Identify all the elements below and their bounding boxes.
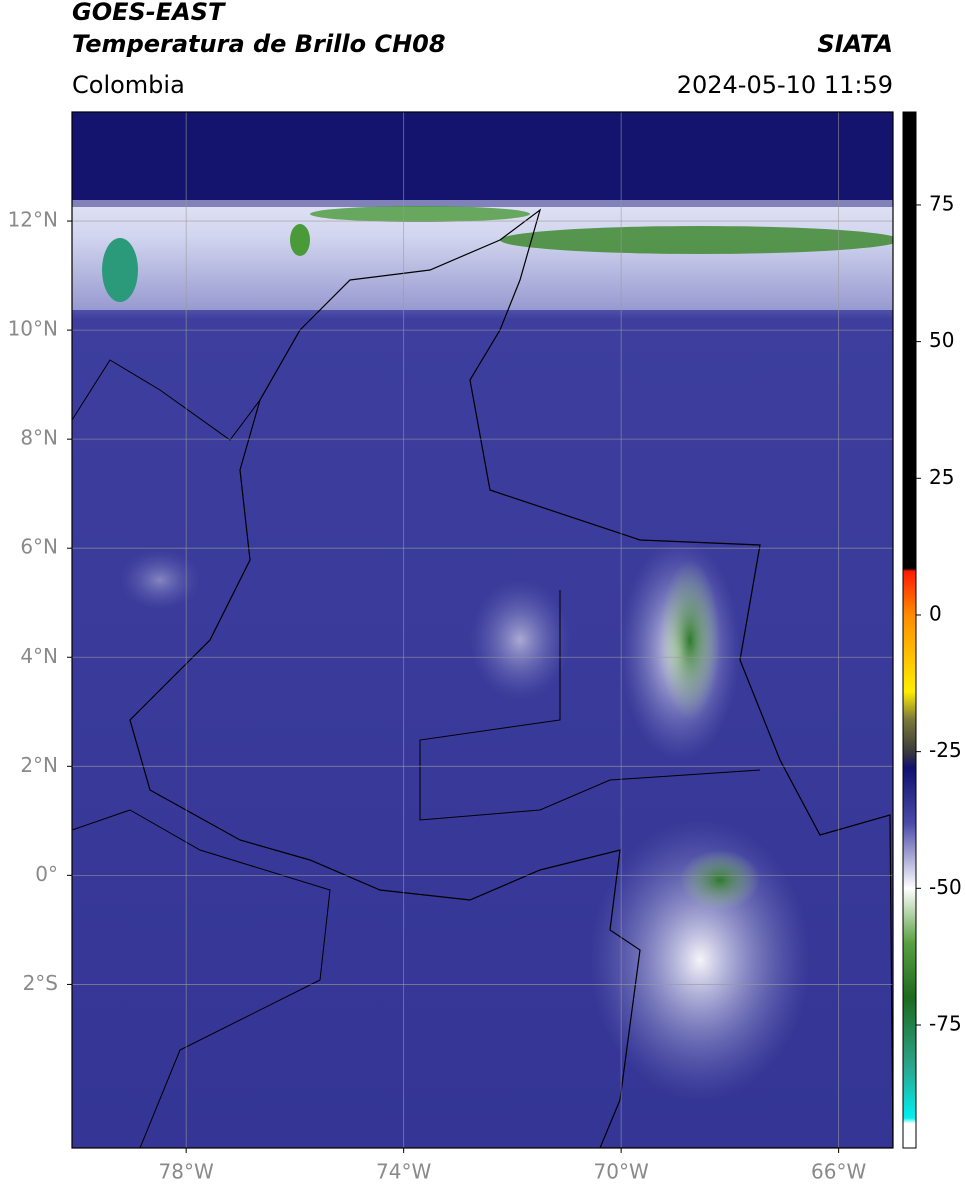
satellite-image — [72, 112, 893, 1148]
y-tick-label: 8°N — [20, 426, 58, 450]
colorbar-tick-label: 0 — [929, 601, 942, 625]
colorbar — [902, 111, 917, 1149]
subtitle: Temperatura de Brillo CH08 — [72, 30, 446, 58]
y-tick-label: 4°N — [20, 644, 58, 668]
colorbar-tick-label: -50 — [929, 875, 962, 899]
y-tick-label: 2°N — [20, 753, 58, 777]
y-tick-label: 12°N — [8, 208, 58, 232]
colorbar-tick-label: -25 — [929, 738, 962, 762]
colorbar-tick-label: 75 — [929, 191, 954, 215]
map-frame — [71, 111, 894, 1149]
region: Colombia — [72, 71, 185, 99]
title: GOES-EAST — [72, 0, 226, 26]
x-tick-label: 66°W — [811, 1160, 866, 1184]
y-tick-label: 0° — [35, 862, 58, 886]
x-tick-label: 70°W — [594, 1160, 649, 1184]
y-tick-label: 6°N — [20, 535, 58, 559]
colorbar-tick-label: 50 — [929, 328, 954, 352]
colorbar-tick-label: -75 — [929, 1011, 962, 1035]
y-tick-label: 2°S — [23, 971, 58, 995]
graticule — [72, 112, 893, 1148]
colorbar-tick-label: 25 — [929, 465, 954, 489]
x-tick-label: 74°W — [376, 1160, 431, 1184]
datetime: 2024-05-10 11:59 — [677, 71, 893, 99]
y-tick-label: 10°N — [8, 317, 58, 341]
source: SIATA — [817, 30, 893, 58]
x-tick-label: 78°W — [159, 1160, 214, 1184]
